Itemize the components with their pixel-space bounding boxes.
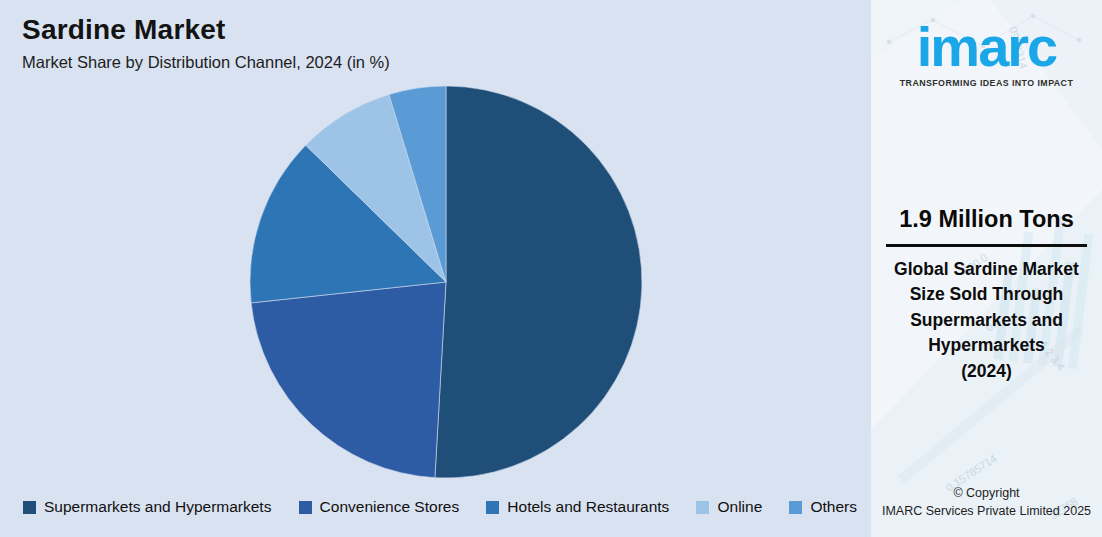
chart-legend: Supermarkets and Hypermarkets Convenience…	[23, 498, 857, 516]
legend-item: Online	[696, 498, 762, 516]
legend-item: Hotels and Restaurants	[486, 498, 669, 516]
stat-description: Global Sardine Market Size Sold Through …	[871, 257, 1102, 385]
legend-swatch	[23, 501, 36, 514]
imarc-logo-block: imarc TRANSFORMING IDEAS INTO IMPACT	[871, 18, 1102, 88]
stat-description-line: Global Sardine Market	[871, 257, 1102, 283]
legend-label: Convenience Stores	[320, 498, 460, 516]
legend-swatch	[486, 501, 499, 514]
legend-item: Convenience Stores	[299, 498, 460, 516]
chart-header: Sardine Market Market Share by Distribut…	[22, 14, 390, 72]
legend-item: Others	[789, 498, 857, 516]
pie-slice-supermarkets-and-hypermarkets	[435, 86, 642, 478]
stat-description-line: Hypermarkets	[871, 333, 1102, 359]
chart-panel: Sardine Market Market Share by Distribut…	[0, 0, 871, 537]
legend-swatch	[299, 501, 312, 514]
legend-label: Supermarkets and Hypermarkets	[44, 498, 271, 516]
logo-tagline: TRANSFORMING IDEAS INTO IMPACT	[871, 78, 1102, 88]
stat-description-line: Size Sold Through	[871, 282, 1102, 308]
stat-description-line: (2024)	[871, 359, 1102, 385]
legend-label: Hotels and Restaurants	[507, 498, 669, 516]
stat-divider	[886, 244, 1087, 247]
page-title: Sardine Market	[22, 14, 390, 46]
pie-slice-convenience-stores	[251, 282, 446, 478]
copyright-line2: IMARC Services Private Limited 2025	[871, 502, 1102, 520]
legend-swatch	[696, 501, 709, 514]
copyright: © Copyright IMARC Services Private Limit…	[871, 484, 1102, 520]
stat-value: 1.9 Million Tons	[871, 206, 1102, 233]
legend-label: Others	[810, 498, 857, 516]
legend-item: Supermarkets and Hypermarkets	[23, 498, 271, 516]
imarc-logo: imarc	[871, 18, 1102, 76]
legend-label: Online	[717, 498, 762, 516]
chart-subtitle: Market Share by Distribution Channel, 20…	[22, 53, 390, 72]
legend-swatch	[789, 501, 802, 514]
stat-block: 1.9 Million Tons Global Sardine Market S…	[871, 206, 1102, 384]
stat-description-line: Supermarkets and	[871, 308, 1102, 334]
infographic-canvas: Sardine Market Market Share by Distribut…	[0, 0, 1102, 537]
pie-chart	[0, 0, 871, 537]
brand-panel: 500.00.01 2 3 409823140.1578571432768 im…	[871, 0, 1102, 537]
copyright-line1: © Copyright	[871, 484, 1102, 502]
